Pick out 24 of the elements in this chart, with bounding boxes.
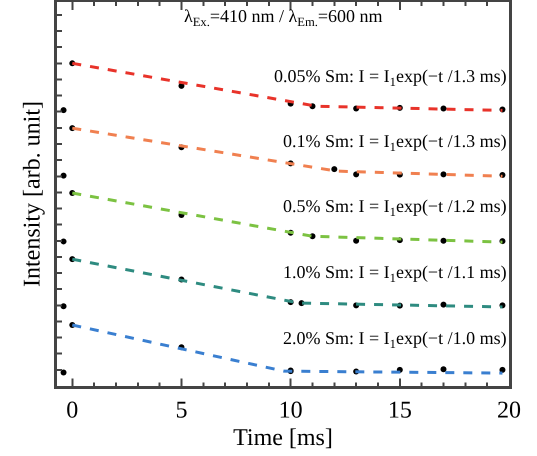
x-tick-label: 5: [175, 398, 188, 424]
annotation: 0.05% Sm: I = I$_{1}$exp(−t /1.3 ms): [274, 66, 507, 89]
point: [440, 302, 446, 308]
chart-title: λ$_{Ex.}$=410 nm / λ$_{Em.}$=600 nm: [184, 6, 383, 29]
point: [440, 105, 446, 112]
annotation: 0.5% Sm: I = I$_{1}$exp(−t /1.2 ms): [283, 196, 507, 219]
point: [440, 171, 446, 178]
y-axis-title: Intensity [arb. unit]: [19, 101, 46, 287]
point: [60, 107, 67, 114]
annotation: 1.0% Sm: I = I$_{1}$exp(−t /1.1 ms): [283, 262, 507, 285]
point: [440, 238, 446, 244]
x-axis-title: Time [ms]: [233, 424, 333, 451]
point: [331, 166, 338, 172]
point: [440, 366, 446, 372]
point: [60, 369, 67, 376]
point: [60, 172, 67, 179]
annotation: 2.0% Sm: I = I$_{1}$exp(−t /1.0 ms): [283, 328, 507, 351]
point: [353, 238, 360, 244]
x-tick-label: 10: [278, 398, 303, 424]
annotation: 0.1% Sm: I = I$_{1}$exp(−t /1.3 ms): [283, 131, 507, 154]
x-tick-label: 20: [497, 398, 521, 424]
x-tick-label: 15: [388, 398, 412, 424]
point: [60, 238, 67, 244]
x-tick-label: 0: [66, 398, 78, 424]
